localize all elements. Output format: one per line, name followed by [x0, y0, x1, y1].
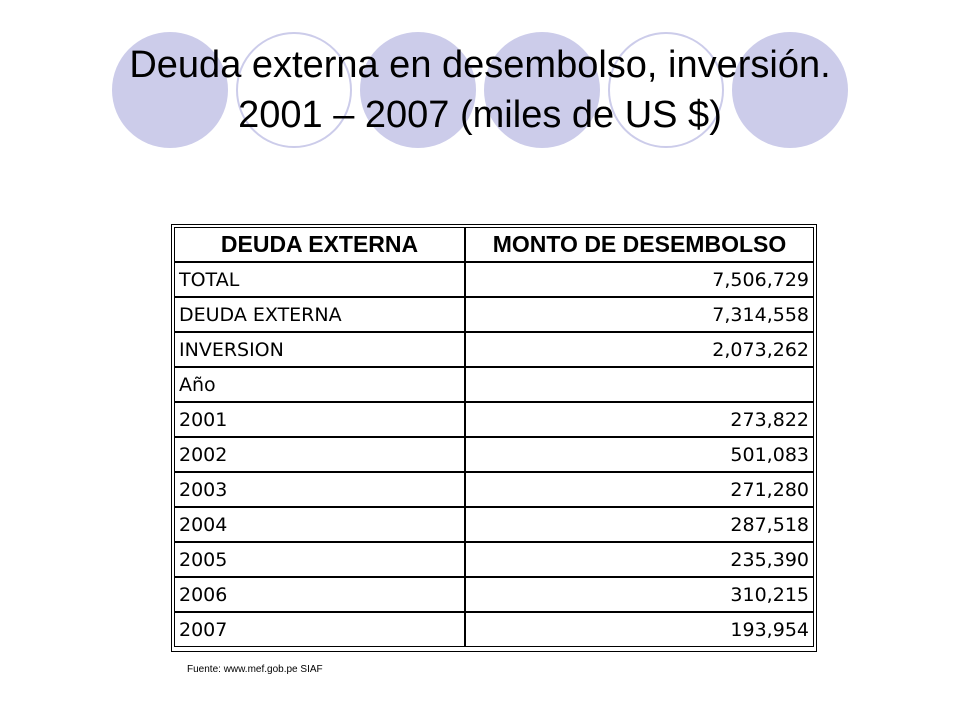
row-value: 193,954: [465, 612, 814, 647]
source-note: Fuente: www.mef.gob.pe SIAF: [187, 664, 323, 675]
row-label: 2003: [174, 472, 465, 507]
row-value: 7,314,558: [465, 297, 814, 332]
table-row: TOTAL 7,506,729: [174, 262, 814, 297]
row-value: 7,506,729: [465, 262, 814, 297]
row-label: Año: [174, 367, 465, 402]
row-label: TOTAL: [174, 262, 465, 297]
header-deuda-externa: DEUDA EXTERNA: [174, 227, 465, 262]
table-row: 2007 193,954: [174, 612, 814, 647]
row-label: 2002: [174, 437, 465, 472]
table-header-row: DEUDA EXTERNA MONTO DE DESEMBOLSO: [174, 227, 814, 262]
table-row: 2005 235,390: [174, 542, 814, 577]
circle-decoration-4: [484, 32, 600, 148]
row-value: 271,280: [465, 472, 814, 507]
table-row: 2001 273,822: [174, 402, 814, 437]
header-monto-desembolso: MONTO DE DESEMBOLSO: [465, 227, 814, 262]
table-row: DEUDA EXTERNA 7,314,558: [174, 297, 814, 332]
row-label: INVERSION: [174, 332, 465, 367]
decorative-circles: [0, 0, 960, 200]
row-value: 501,083: [465, 437, 814, 472]
row-value: 310,215: [465, 577, 814, 612]
row-label: DEUDA EXTERNA: [174, 297, 465, 332]
data-table-frame: DEUDA EXTERNA MONTO DE DESEMBOLSO TOTAL …: [171, 224, 817, 652]
circle-decoration-2: [236, 32, 352, 148]
row-label: 2005: [174, 542, 465, 577]
table-row: 2004 287,518: [174, 507, 814, 542]
row-value: 273,822: [465, 402, 814, 437]
row-label: 2001: [174, 402, 465, 437]
row-value: 2,073,262: [465, 332, 814, 367]
row-value: 287,518: [465, 507, 814, 542]
data-table: DEUDA EXTERNA MONTO DE DESEMBOLSO TOTAL …: [174, 227, 814, 647]
table-row: Año: [174, 367, 814, 402]
row-value: 235,390: [465, 542, 814, 577]
circle-decoration-3: [360, 32, 476, 148]
row-label: 2004: [174, 507, 465, 542]
table-row: 2002 501,083: [174, 437, 814, 472]
table-row: INVERSION 2,073,262: [174, 332, 814, 367]
circle-decoration-1: [112, 32, 228, 148]
row-value: [465, 367, 814, 402]
row-label: 2007: [174, 612, 465, 647]
title-line-2: 2001 – 2007 (miles de US $): [238, 94, 722, 136]
table-row: 2003 271,280: [174, 472, 814, 507]
table-row: 2006 310,215: [174, 577, 814, 612]
circle-decoration-5: [608, 32, 724, 148]
title-line-1: Deuda externa en desembolso, inversión.: [129, 44, 831, 86]
circle-decoration-6: [732, 32, 848, 148]
slide-title: Deuda externa en desembolso, inversión. …: [0, 40, 960, 140]
row-label: 2006: [174, 577, 465, 612]
